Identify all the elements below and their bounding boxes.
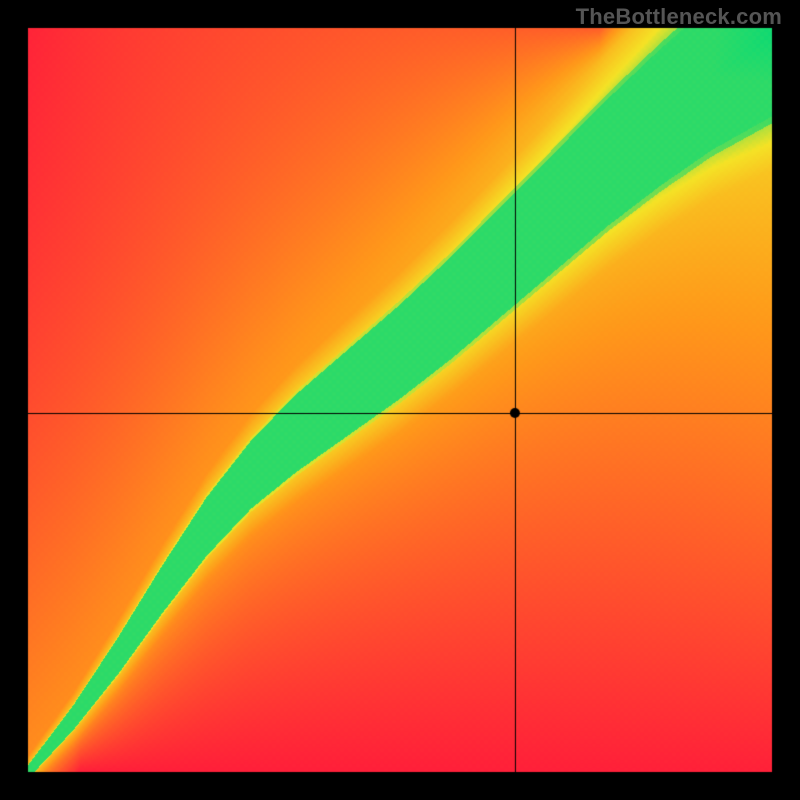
- watermark-text: TheBottleneck.com: [576, 4, 782, 30]
- bottleneck-heatmap-canvas: [0, 0, 800, 800]
- bottleneck-heatmap-container: TheBottleneck.com: [0, 0, 800, 800]
